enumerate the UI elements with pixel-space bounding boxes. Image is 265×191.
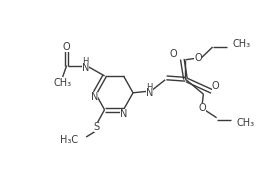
Text: CH₃: CH₃ xyxy=(237,118,255,128)
Text: S: S xyxy=(94,122,100,132)
Text: O: O xyxy=(63,42,70,52)
Text: CH₃: CH₃ xyxy=(54,78,72,88)
Text: H: H xyxy=(82,57,89,66)
Text: N: N xyxy=(146,88,153,98)
Text: N: N xyxy=(82,62,89,73)
Text: CH₃: CH₃ xyxy=(233,39,251,49)
Text: O: O xyxy=(169,49,177,59)
Text: H₃C: H₃C xyxy=(60,135,78,145)
Text: O: O xyxy=(212,81,220,91)
Text: O: O xyxy=(194,53,202,63)
Text: O: O xyxy=(198,103,206,113)
Text: N: N xyxy=(120,109,128,119)
Text: N: N xyxy=(91,92,98,102)
Text: H: H xyxy=(146,83,153,92)
